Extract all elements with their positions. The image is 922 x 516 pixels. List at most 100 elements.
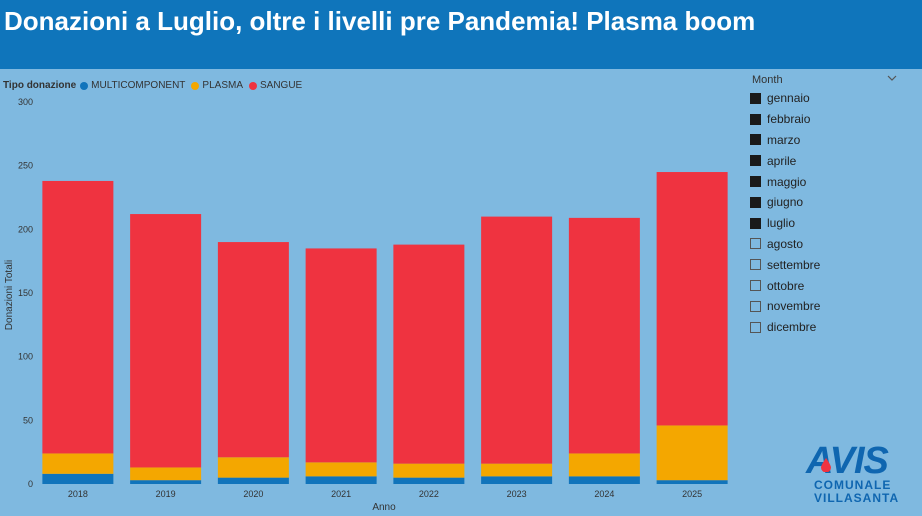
bar-plasma-2021[interactable] <box>305 462 377 477</box>
x-tick-label: 2020 <box>243 489 263 499</box>
y-tick-label: 150 <box>18 288 33 298</box>
y-tick-label: 50 <box>23 415 33 425</box>
bar-sangue-2025[interactable] <box>656 172 728 426</box>
bar-plasma-2025[interactable] <box>656 425 728 481</box>
slicer-item-label: dicembre <box>767 320 817 335</box>
bar-plasma-2024[interactable] <box>568 453 640 477</box>
x-tick-label: 2023 <box>507 489 527 499</box>
slicer-item-label: febbraio <box>767 112 811 127</box>
x-tick-label: 2021 <box>331 489 351 499</box>
legend-dot-icon <box>80 81 89 90</box>
bar-plasma-2023[interactable] <box>481 463 553 477</box>
slicer-item-ottobre[interactable]: ottobre <box>750 275 900 296</box>
checkbox-checked-icon[interactable] <box>750 155 761 167</box>
slicer-item-gennaio[interactable]: gennaio <box>750 88 900 109</box>
chevron-down-icon[interactable] <box>886 72 898 86</box>
checkbox-checked-icon[interactable] <box>750 113 761 125</box>
checkbox-unchecked-icon[interactable] <box>750 280 761 292</box>
bar-multicomponent-2023[interactable] <box>481 476 553 484</box>
slicer-item-label: marzo <box>767 132 801 147</box>
x-tick-label: 2018 <box>68 489 88 499</box>
y-axis-label: Donazioni Totali <box>4 260 15 330</box>
y-tick-label: 100 <box>18 352 33 362</box>
checkbox-checked-icon[interactable] <box>750 196 761 208</box>
bar-plasma-2022[interactable] <box>393 463 465 478</box>
slicer-item-label: ottobre <box>767 278 805 293</box>
slicer-item-label: luglio <box>767 216 796 231</box>
slicer-item-febbraio[interactable]: febbraio <box>750 109 900 130</box>
slicer-header: Month <box>750 72 900 88</box>
legend-item-multicomponent[interactable]: MULTICOMPONENT <box>80 80 185 91</box>
slicer-item-aprile[interactable]: aprile <box>750 150 900 171</box>
slicer-item-marzo[interactable]: marzo <box>750 130 900 151</box>
bar-multicomponent-2021[interactable] <box>305 476 377 484</box>
legend-dot-icon <box>249 81 257 90</box>
bar-sangue-2021[interactable] <box>305 248 377 463</box>
logo-word: AVIS <box>806 440 889 482</box>
bars-group <box>42 172 728 484</box>
slicer-item-maggio[interactable]: maggio <box>750 171 900 192</box>
y-tick-label: 300 <box>18 97 33 107</box>
bar-sangue-2024[interactable] <box>568 217 640 454</box>
checkbox-unchecked-icon[interactable] <box>750 321 761 333</box>
x-axis-label: Anno <box>372 502 396 513</box>
slicer-item-label: agosto <box>767 236 804 251</box>
checkbox-unchecked-icon[interactable] <box>750 238 761 250</box>
bar-sangue-2023[interactable] <box>481 216 553 464</box>
y-tick-label: 250 <box>18 161 33 171</box>
legend-label: MULTICOMPONENT <box>91 80 186 91</box>
month-slicer: Month gennaio febbraio marzo aprile maggio gi… <box>750 72 900 338</box>
checkbox-checked-icon[interactable] <box>750 217 761 229</box>
bar-sangue-2022[interactable] <box>393 244 465 464</box>
checkbox-checked-icon[interactable] <box>750 176 761 188</box>
bar-multicomponent-2024[interactable] <box>568 476 640 484</box>
slicer-item-luglio[interactable]: luglio <box>750 213 900 234</box>
slicer-item-label: settembre <box>767 257 821 272</box>
slicer-item-giugno[interactable]: giugno <box>750 192 900 213</box>
x-tick-label: 2025 <box>682 489 702 499</box>
bar-sangue-2019[interactable] <box>130 214 202 468</box>
x-tick-label: 2024 <box>594 489 614 499</box>
legend-item-sangue[interactable]: SANGUE <box>249 80 302 91</box>
bar-plasma-2018[interactable] <box>42 453 114 474</box>
slicer-item-label: maggio <box>767 174 807 189</box>
x-axis: 2018 2019 2020 2021 2022 2023 2024 2025 <box>68 489 702 499</box>
bar-multicomponent-2022[interactable] <box>393 477 465 484</box>
bar-plasma-2019[interactable] <box>130 467 202 481</box>
x-tick-label: 2022 <box>419 489 439 499</box>
logo-line2: VILLASANTA <box>814 491 900 505</box>
checkbox-checked-icon[interactable] <box>750 134 761 146</box>
bar-plasma-2020[interactable] <box>217 457 289 478</box>
checkbox-unchecked-icon[interactable] <box>750 259 761 271</box>
legend-item-plasma[interactable]: PLASMA <box>191 80 243 91</box>
legend-label: SANGUE <box>260 80 303 91</box>
avis-logo: AVIS COMUNALE VILLASANTA <box>806 440 916 510</box>
bar-multicomponent-2019[interactable] <box>130 480 202 484</box>
slicer-item-dicembre[interactable]: dicembre <box>750 317 900 338</box>
slicer-item-label: gennaio <box>767 91 810 106</box>
page-title: Donazioni a Luglio, oltre i livelli pre … <box>4 6 756 36</box>
slicer-title: Month <box>752 74 783 86</box>
bar-multicomponent-2018[interactable] <box>42 473 114 484</box>
legend-title: Tipo donazione <box>3 80 77 91</box>
logo-line1: COMUNALE <box>814 478 892 492</box>
bar-multicomponent-2020[interactable] <box>217 477 289 484</box>
legend-dot-icon <box>191 81 200 90</box>
y-tick-label: 0 <box>28 479 33 489</box>
slicer-item-label: novembre <box>767 299 821 314</box>
bar-sangue-2018[interactable] <box>42 180 114 454</box>
bar-sangue-2020[interactable] <box>217 242 289 458</box>
slicer-item-agosto[interactable]: agosto <box>750 234 900 255</box>
slicer-item-label: giugno <box>767 195 804 210</box>
slicer-item-novembre[interactable]: novembre <box>750 296 900 317</box>
slicer-item-settembre[interactable]: settembre <box>750 254 900 275</box>
legend-label: PLASMA <box>202 80 243 91</box>
x-tick-label: 2019 <box>156 489 176 499</box>
checkbox-checked-icon[interactable] <box>750 92 761 104</box>
y-tick-label: 200 <box>18 224 33 234</box>
bar-multicomponent-2025[interactable] <box>656 480 728 484</box>
checkbox-unchecked-icon[interactable] <box>750 300 761 312</box>
header-bar: Donazioni a Luglio, oltre i livelli pre … <box>0 0 922 69</box>
blood-drop-icon <box>821 458 831 472</box>
